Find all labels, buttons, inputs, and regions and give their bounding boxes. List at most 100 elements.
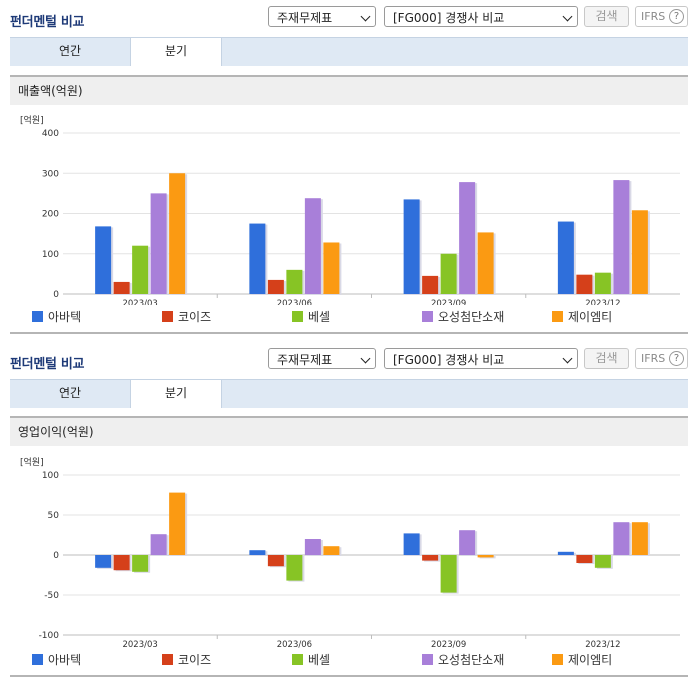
divider — [10, 675, 688, 677]
chart-title: 영업이익(억원) — [10, 416, 688, 446]
bar-3-3 — [613, 522, 630, 555]
x-tick-label: 2023/12 — [585, 299, 620, 305]
bar-2-3 — [594, 272, 611, 294]
bar-4-2 — [477, 555, 494, 558]
legend-label: 오성첨단소재 — [438, 310, 505, 324]
theme-select-value: 주재무제표 — [277, 11, 333, 25]
bar-1-0 — [113, 555, 130, 571]
bar-0-3 — [557, 221, 574, 294]
bar-3-3 — [613, 180, 630, 294]
period-tabs: 연간 분기 — [10, 37, 688, 66]
chevron-down-icon — [562, 353, 573, 364]
legend-swatch — [552, 311, 563, 322]
search-button[interactable]: 검색 — [584, 6, 629, 27]
bar-0-1 — [249, 550, 266, 555]
x-tick-label: 2023/03 — [122, 299, 157, 305]
tab-annual[interactable]: 연간 — [58, 386, 82, 400]
period-tabs: 연간 분기 — [10, 379, 688, 408]
compare-select[interactable]: [FG000] 경쟁사 비교 — [384, 348, 578, 369]
legend-item-vessel[interactable]: 베셀 — [292, 308, 330, 325]
theme-select[interactable]: 주재무제표 — [268, 6, 376, 27]
x-tick-label: 2023/03 — [122, 640, 157, 650]
compare-select-value: [FG000] 경쟁사 비교 — [393, 353, 505, 367]
legend-item-avatec[interactable]: 아바텍 — [32, 651, 81, 668]
theme-select-value: 주재무제표 — [277, 353, 333, 367]
legend-item-osung[interactable]: 오성첨단소재 — [422, 651, 504, 668]
y-tick-label: -100 — [39, 631, 60, 641]
bar-4-1 — [323, 546, 340, 555]
fundamental-panel-1: 펀더멘털 비교 주재무제표 [FG000] 경쟁사 비교 검색 IFRS ? 연… — [0, 0, 696, 336]
legend-swatch — [162, 654, 173, 665]
y-tick-label: 50 — [48, 511, 60, 521]
chevron-down-icon — [562, 11, 573, 22]
legend-swatch — [32, 654, 43, 665]
y-tick-label: 0 — [53, 551, 59, 561]
x-tick-label: 2023/06 — [277, 299, 312, 305]
legend-label: 코이즈 — [178, 653, 212, 667]
x-tick-label: 2023/06 — [277, 640, 312, 650]
legend-item-jmt[interactable]: 제이엠티 — [552, 651, 612, 668]
bar-0-3 — [557, 551, 574, 555]
section-title: 펀더멘털 비교 — [10, 357, 85, 372]
legend-swatch — [292, 654, 303, 665]
legend-item-osung[interactable]: 오성첨단소재 — [422, 308, 504, 325]
bar-3-0 — [150, 193, 167, 294]
compare-select[interactable]: [FG000] 경쟁사 비교 — [384, 6, 578, 27]
legend-swatch — [292, 311, 303, 322]
legend-label: 베셀 — [308, 653, 331, 667]
bar-0-0 — [95, 555, 112, 568]
bar-2-1 — [286, 555, 303, 581]
bar-4-0 — [169, 173, 186, 294]
y-tick-label: 200 — [42, 210, 59, 220]
revenue-chart: [억원] 0 100 200 300 400 2023/03 2023/06 2023/09 20… — [20, 114, 680, 305]
legend-swatch — [162, 311, 173, 322]
tab-quarterly[interactable]: 분기 — [130, 38, 222, 66]
legend-item-coizu[interactable]: 코이즈 — [162, 308, 211, 325]
search-button[interactable]: 검색 — [584, 348, 629, 369]
theme-select[interactable]: 주재무제표 — [268, 348, 376, 369]
legend-label: 코이즈 — [178, 310, 212, 324]
ifrs-button[interactable]: IFRS ? — [635, 348, 688, 369]
bar-1-3 — [576, 555, 593, 563]
divider — [10, 332, 688, 334]
help-icon[interactable]: ? — [669, 9, 684, 24]
bar-4-3 — [631, 210, 648, 294]
bar-1-2 — [422, 275, 439, 294]
legend-label: 제이엠티 — [568, 653, 613, 667]
legend-item-vessel[interactable]: 베셀 — [292, 651, 330, 668]
bar-2-2 — [440, 555, 457, 593]
bar-1-1 — [267, 555, 284, 567]
y-axis-unit-label: [억원] — [20, 456, 44, 468]
bar-4-2 — [477, 232, 494, 294]
legend-swatch — [422, 311, 433, 322]
bar-4-1 — [323, 242, 340, 294]
ifrs-label: IFRS — [641, 352, 666, 365]
bar-0-2 — [403, 533, 420, 555]
tab-annual[interactable]: 연간 — [58, 44, 82, 58]
legend-item-avatec[interactable]: 아바텍 — [32, 308, 81, 325]
tab-quarterly[interactable]: 분기 — [130, 380, 222, 408]
bar-1-1 — [267, 279, 284, 294]
y-tick-label: 400 — [42, 129, 59, 139]
bar-0-0 — [95, 226, 112, 294]
bar-0-1 — [249, 223, 266, 294]
bar-4-3 — [631, 522, 648, 555]
bar-2-3 — [594, 555, 611, 568]
ifrs-button[interactable]: IFRS ? — [635, 6, 688, 27]
x-tick-label: 2023/09 — [431, 299, 466, 305]
y-axis-unit-label: [억원] — [20, 114, 44, 126]
legend-item-jmt[interactable]: 제이엠티 — [552, 308, 612, 325]
bar-1-3 — [576, 274, 593, 294]
ifrs-label: IFRS — [641, 10, 666, 23]
operating-profit-chart: [억원] -100 -50 0 50 100 2023/03 2023/06 2023/09 20… — [20, 456, 680, 650]
bar-0-2 — [403, 199, 420, 294]
bar-2-1 — [286, 269, 303, 294]
help-icon[interactable]: ? — [669, 351, 684, 366]
chart-legend: 아바텍 코이즈 베셀 오성첨단소재 제이엠티 — [0, 308, 696, 326]
legend-label: 아바텍 — [48, 310, 82, 324]
legend-item-coizu[interactable]: 코이즈 — [162, 651, 211, 668]
bar-1-2 — [422, 555, 439, 561]
y-tick-label: 0 — [53, 290, 59, 300]
bar-2-0 — [132, 245, 149, 294]
y-tick-label: 300 — [42, 169, 59, 179]
